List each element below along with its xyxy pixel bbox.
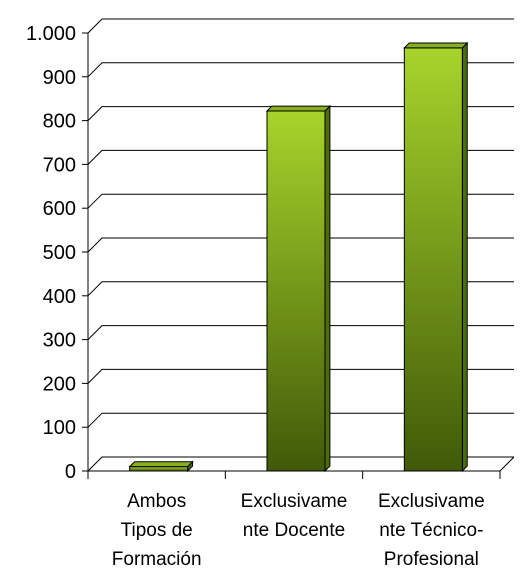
y-tick-label: 700	[43, 154, 76, 176]
gridline	[87, 412, 514, 428]
gridline	[87, 18, 514, 34]
x-category-label: Exclusivame nte Docente	[241, 491, 348, 541]
gridline	[87, 368, 514, 384]
gridline	[87, 281, 514, 297]
y-tick-label: 1.000	[26, 23, 76, 45]
bars	[128, 41, 469, 473]
y-tick-label: 300	[43, 330, 76, 352]
y-tick-label: 900	[43, 67, 76, 89]
bar	[403, 41, 469, 473]
gridline	[87, 106, 514, 121]
y-tick-label: 500	[43, 242, 76, 264]
gridline	[87, 456, 514, 472]
y-tick-labels: 0 100 200 300 400 500 600 700 800 900 1.000	[26, 23, 76, 483]
bar	[265, 104, 332, 473]
y-tick-label: 200	[43, 373, 76, 395]
gridline	[87, 193, 514, 209]
y-tick-label: 600	[43, 198, 76, 220]
bar	[128, 460, 194, 473]
x-category-label: Ambos Tipos de Formación	[112, 491, 202, 570]
y-tick-label: 400	[43, 286, 76, 308]
x-category-labels: Ambos Tipos de Formación Exclusivame nte Doc…	[112, 491, 485, 570]
x-category-label: Exclusivame nte Técnico-Profesional	[378, 491, 485, 570]
y-tick-label: 0	[65, 461, 76, 483]
y-tick-label: 800	[43, 111, 76, 133]
gridline	[87, 149, 514, 165]
axes	[82, 32, 515, 479]
gridline	[87, 325, 514, 340]
y-tick-label: 100	[43, 417, 76, 439]
gridline	[87, 237, 514, 253]
gridlines	[87, 18, 514, 472]
gridline	[87, 62, 514, 78]
